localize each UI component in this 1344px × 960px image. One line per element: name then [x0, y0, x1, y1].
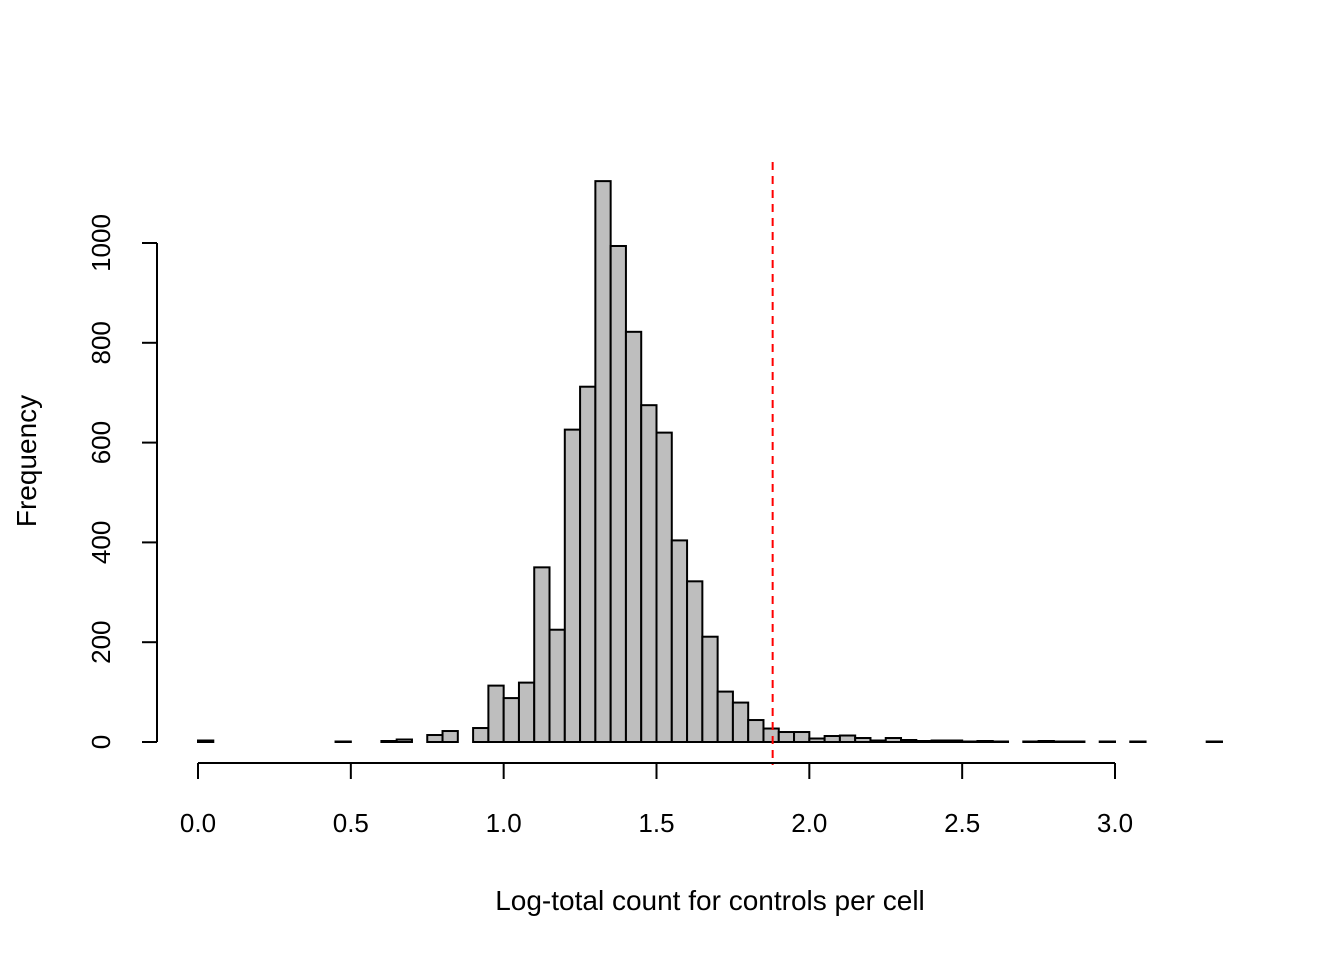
histogram-bar — [197, 739, 215, 743]
histogram-bar — [900, 739, 918, 744]
histogram-bar — [609, 244, 627, 744]
histogram-bar — [502, 697, 520, 744]
histogram-bar — [472, 727, 490, 744]
x-tick-label: 1.5 — [638, 808, 674, 838]
histogram-bar — [731, 701, 750, 743]
histogram-bar — [563, 428, 582, 743]
histogram-bar — [869, 739, 887, 743]
histogram-bar — [915, 740, 933, 744]
histogram-bar — [762, 727, 780, 743]
x-tick-label: 1.0 — [486, 808, 522, 838]
y-tick-label: 800 — [86, 321, 116, 364]
x-tick-label: 0.5 — [333, 808, 369, 838]
histogram-bar — [380, 740, 398, 744]
histogram-bar — [808, 737, 826, 744]
histogram-bar — [533, 566, 551, 743]
y-tick-label: 200 — [86, 621, 116, 664]
histogram-bar — [930, 739, 948, 743]
histogram-bar — [777, 731, 796, 744]
histogram-bar — [854, 737, 872, 743]
x-tick-label: 2.0 — [791, 808, 827, 838]
y-tick-label: 600 — [86, 421, 116, 464]
x-tick-label: 2.5 — [944, 808, 980, 838]
histogram-bar — [793, 731, 811, 744]
histogram-bar — [686, 580, 704, 744]
histogram-bar — [548, 628, 566, 743]
y-axis-title: Frequency — [11, 395, 42, 527]
histogram-bar — [517, 681, 536, 744]
histogram-bar — [976, 740, 994, 744]
x-tick-label: 0.0 — [180, 808, 216, 838]
histogram-bar — [945, 739, 964, 743]
histogram-bar — [838, 734, 857, 744]
y-tick-label: 0 — [86, 735, 116, 749]
histogram-bar — [395, 738, 413, 744]
bars-group — [197, 180, 1223, 744]
histogram-bar — [487, 684, 505, 743]
histogram-bar — [747, 719, 765, 744]
y-axis: 0 200 400 600 800 1000 — [86, 214, 158, 749]
histogram-bar — [426, 734, 444, 743]
histogram-bar — [1037, 740, 1055, 744]
x-tick-label: 3.0 — [1097, 808, 1133, 838]
histogram-bar — [441, 730, 459, 743]
histogram-bar — [823, 735, 841, 744]
histogram-bar — [701, 635, 719, 743]
x-axis-title: Log-total count for controls per cell — [495, 885, 925, 916]
histogram-bar — [640, 404, 658, 743]
histogram-bar — [624, 330, 643, 743]
x-axis: 0.0 0.5 1.0 1.5 2.0 2.5 3.0 — [180, 762, 1133, 838]
y-tick-label: 1000 — [86, 214, 116, 272]
histogram-bar — [716, 690, 734, 744]
histogram-bar — [655, 431, 673, 743]
histogram-bar — [594, 180, 612, 743]
y-tick-label: 400 — [86, 521, 116, 564]
histogram-bar — [579, 385, 597, 743]
histogram-bar — [670, 539, 689, 743]
histogram-bar — [884, 737, 903, 743]
